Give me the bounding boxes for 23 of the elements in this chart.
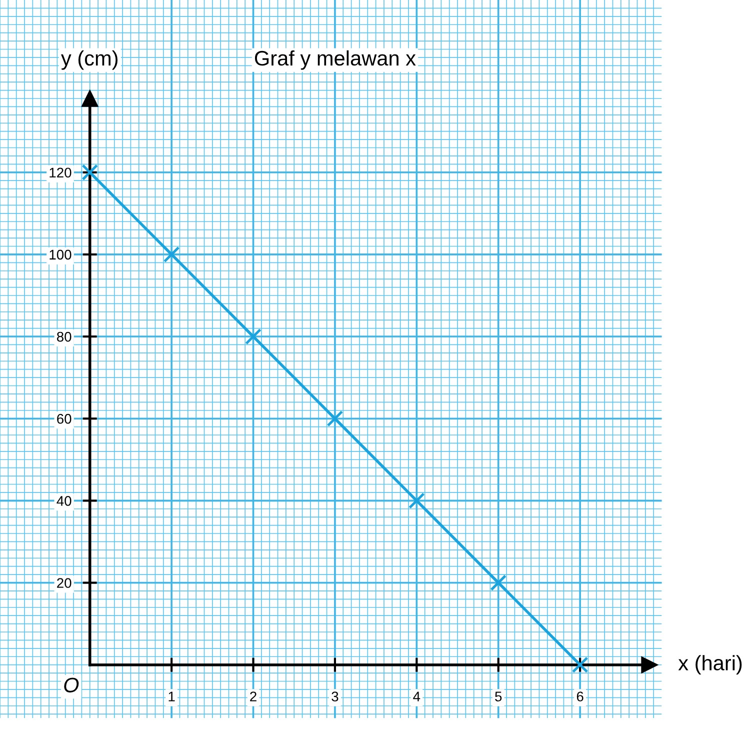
point [490,574,507,591]
x-tick-label: 6 [576,692,584,702]
x-tick-label: 2 [250,692,256,702]
point [326,410,344,427]
y-tick-label: 120 [50,168,72,178]
y-tick-label: 60 [57,414,72,424]
text: Graf y melawan x [254,50,416,70]
y-tick-label: 20 [57,578,72,588]
point [82,164,98,181]
x-tick-label: 3 [332,692,338,702]
x-tick-label: 4 [413,692,420,702]
point [245,328,262,345]
point [408,492,425,509]
point [163,246,180,263]
y-tick-label: 100 [50,250,72,260]
x-axis-title: x (hari) [678,655,742,675]
y-tick-label: 80 [56,332,72,342]
y-tick-label: 40 [56,496,72,506]
annotation: O [64,678,79,692]
x-tick-label: 1 [168,692,175,702]
x-tick-label: 5 [495,692,502,702]
point [572,656,588,674]
y-axis-title: y (cm) [60,50,118,70]
